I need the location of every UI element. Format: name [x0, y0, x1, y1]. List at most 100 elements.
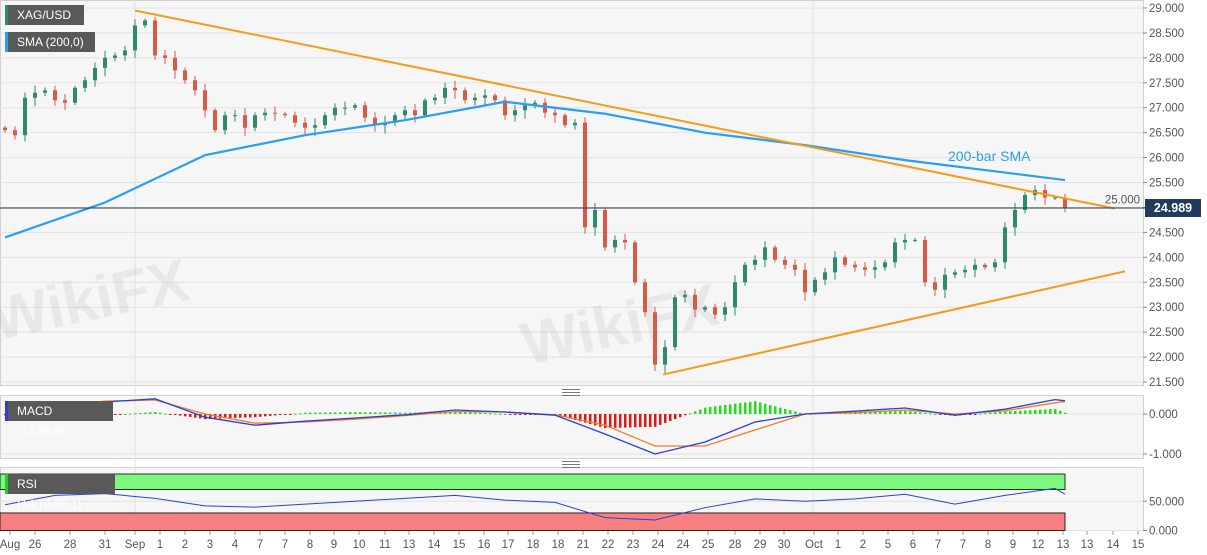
- candle: [483, 89, 487, 106]
- macd-histogram-bar: [144, 412, 147, 414]
- macd-histogram-bar: [299, 413, 302, 415]
- macd-histogram-bar: [364, 412, 367, 414]
- candle-body: [253, 115, 257, 128]
- x-tick-label: 29: [754, 539, 767, 551]
- candle-body: [753, 259, 757, 265]
- macd-histogram-bar: [134, 413, 137, 415]
- candle-body: [723, 307, 727, 315]
- candle-body: [1023, 195, 1027, 210]
- rsi-tick-label: 0.000: [1149, 526, 1178, 538]
- candle-body: [13, 130, 17, 136]
- candle: [53, 85, 57, 106]
- candle-body: [153, 20, 157, 56]
- macd-resize-handle[interactable]: [562, 389, 580, 396]
- macd-histogram-bar: [709, 406, 712, 414]
- candle-body: [683, 294, 687, 298]
- x-tick-label: 26: [29, 539, 42, 551]
- candle-body: [863, 267, 867, 270]
- candle: [853, 261, 857, 272]
- y-tick-label: 27.000: [1149, 103, 1184, 115]
- candle: [283, 111, 287, 118]
- y-tick-label: 22.000: [1149, 352, 1184, 364]
- candle: [793, 259, 797, 277]
- macd-histogram-bar: [1064, 412, 1067, 414]
- macd-histogram-bar: [609, 414, 612, 428]
- macd-histogram-bar: [909, 411, 912, 414]
- candle-body: [313, 125, 317, 128]
- candle-body: [823, 272, 827, 280]
- x-tick-label: 22: [602, 539, 615, 551]
- macd-histogram-bar: [159, 412, 162, 414]
- x-tick-label: 12: [1032, 539, 1045, 551]
- x-tick-label: 2: [860, 539, 866, 551]
- candle: [43, 87, 47, 97]
- macd-histogram-bar: [914, 411, 917, 414]
- macd-histogram-bar: [309, 412, 312, 414]
- legend-symbol[interactable]: XAG/USD: [5, 5, 84, 25]
- candle-body: [843, 257, 847, 265]
- candle-body: [403, 110, 407, 116]
- candle: [893, 237, 897, 268]
- macd-histogram-bar: [234, 414, 237, 418]
- candle: [203, 84, 207, 118]
- macd-histogram-bar: [169, 414, 172, 415]
- macd-histogram-bar: [1029, 410, 1032, 414]
- macd-histogram-bar: [1049, 409, 1052, 414]
- candle-body: [303, 122, 307, 128]
- x-tick-label: 6: [910, 539, 916, 551]
- candle-body: [73, 87, 77, 103]
- macd-histogram-bar: [699, 409, 702, 414]
- candle: [903, 233, 907, 250]
- legend-rsi[interactable]: RSI (14,70,30,1): [5, 474, 115, 511]
- macd-histogram-bar: [179, 414, 182, 416]
- macd-histogram-bar: [874, 411, 877, 414]
- candle: [843, 255, 847, 268]
- macd-histogram-bar: [359, 412, 362, 414]
- x-tick-label: 21: [577, 539, 590, 551]
- macd-histogram-bar: [724, 405, 727, 414]
- macd-histogram-bar: [184, 414, 187, 417]
- legend-sma[interactable]: SMA (200,0): [5, 32, 95, 52]
- legend-macd[interactable]: MACD (12,26,9): [5, 401, 113, 438]
- macd-histogram-bar: [779, 407, 782, 414]
- macd-tick-label: -1.000: [1149, 449, 1182, 461]
- candle-body: [263, 112, 267, 116]
- macd-histogram-bar: [624, 414, 627, 428]
- macd-histogram-bar: [324, 412, 327, 414]
- candle: [973, 258, 977, 278]
- candle: [1063, 193, 1067, 213]
- candle: [183, 67, 187, 84]
- macd-histogram-bar: [604, 414, 607, 429]
- candle-body: [293, 115, 297, 123]
- candle-body: [3, 127, 7, 131]
- x-tick-label: 14: [428, 539, 441, 551]
- candle-body: [533, 102, 537, 106]
- candle: [153, 16, 157, 60]
- candle: [953, 269, 957, 279]
- rsi-oversold-zone: [0, 512, 1066, 531]
- macd-histogram-bar: [229, 414, 232, 419]
- macd-histogram-bar: [879, 411, 882, 414]
- y-tick-label: 23.500: [1149, 277, 1184, 289]
- candle: [803, 262, 807, 301]
- macd-histogram-bar: [124, 414, 127, 415]
- macd-histogram-bar: [659, 414, 662, 425]
- candle-body: [363, 105, 367, 118]
- macd-histogram-bar: [1059, 410, 1062, 414]
- y-tick-label: 29.000: [1149, 3, 1184, 15]
- rsi-resize-handle[interactable]: [562, 461, 580, 468]
- candle-body: [593, 209, 597, 228]
- candle: [333, 103, 337, 121]
- macd-histogram-bar: [919, 412, 922, 414]
- candle-body: [203, 90, 207, 111]
- macd-histogram-bar: [974, 414, 977, 415]
- x-tick-label: 18: [552, 539, 565, 551]
- candle: [103, 50, 107, 77]
- macd-histogram-bar: [784, 408, 787, 414]
- macd-histogram-bar: [489, 413, 492, 415]
- candle-body: [1053, 197, 1057, 199]
- macd-histogram-bar: [789, 410, 792, 414]
- candle-body: [1063, 197, 1067, 209]
- candle: [783, 256, 787, 270]
- candle: [563, 113, 567, 128]
